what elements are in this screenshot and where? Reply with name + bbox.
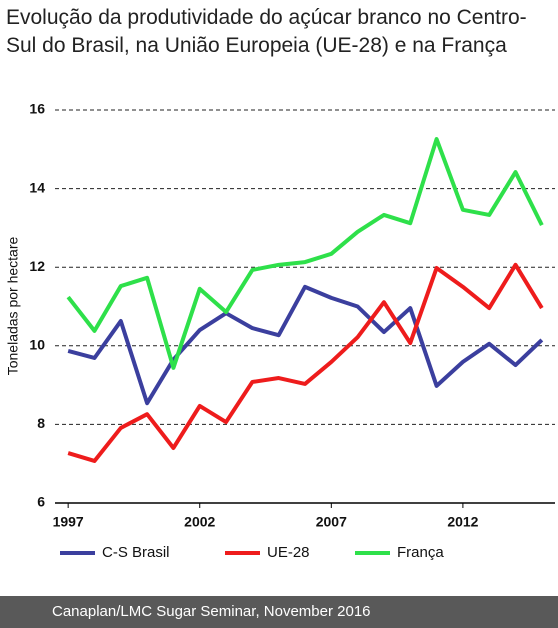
x-tick-label: 2007 (316, 514, 347, 530)
legend-label: França (397, 544, 444, 561)
x-tick-label: 2002 (184, 514, 215, 530)
series-line (67, 262, 544, 463)
y-tick-label: 16 (29, 101, 45, 117)
x-tick-label: 1997 (53, 514, 84, 530)
y-tick-label: 14 (29, 179, 45, 195)
x-tick-label: 2012 (447, 514, 478, 530)
y-tick-label: 10 (29, 337, 45, 353)
legend-label: C-S Brasil (102, 544, 170, 561)
y-tick-label: 12 (29, 258, 45, 274)
series-line (67, 284, 544, 406)
series-line (66, 137, 544, 370)
y-tick-label: 8 (37, 415, 45, 431)
source: Canaplan/LMC Sugar Seminar, November 201… (52, 603, 371, 620)
chart-title: Evolução da produtividade do açúcar bran… (6, 6, 527, 57)
footer-bar (0, 596, 558, 628)
legend-label: UE-28 (267, 544, 310, 561)
y-axis-label: Toneladas por hectare (5, 237, 21, 376)
y-tick-label: 6 (37, 494, 45, 510)
